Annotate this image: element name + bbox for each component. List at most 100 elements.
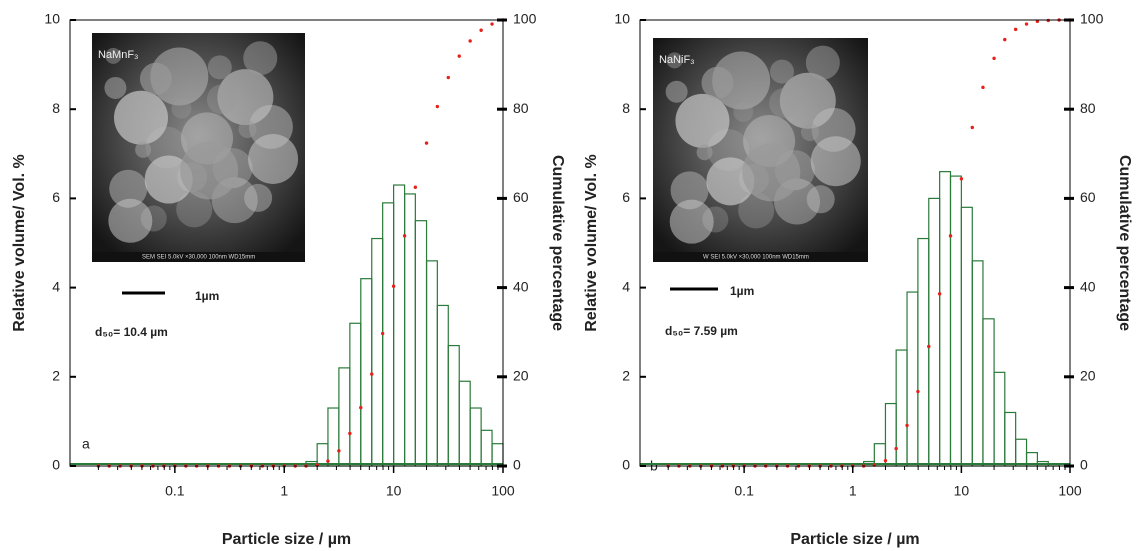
bar — [393, 184, 406, 467]
sem-grain — [770, 59, 794, 84]
sem-grain — [701, 66, 734, 99]
cumulative-point — [959, 177, 964, 181]
x-axis-title: Particle size / µm — [222, 531, 351, 548]
panel: SEM SEI 5.0kV ×30,000 100nm WD15mm NaMnF₃… — [11, 11, 566, 549]
bar — [382, 202, 395, 467]
cumulative-point — [948, 234, 953, 238]
panel: W SEI 5.0kV ×30,000 100nm WD15mm NaNiF₃ 1µ… — [583, 11, 1133, 549]
y-axis-title: Relative volume/ Vol. % — [583, 154, 600, 332]
cumulative-point — [457, 54, 461, 58]
bar — [939, 171, 952, 467]
sem-grain — [769, 87, 800, 118]
bar — [414, 220, 428, 467]
bar — [993, 371, 1006, 467]
x-tick-label: 1 — [280, 483, 288, 499]
bar — [906, 291, 919, 467]
y-tick-label: 6 — [622, 189, 630, 205]
cumulative-point — [1024, 22, 1029, 26]
panel-label: a — [82, 436, 90, 452]
y2-tick-label: 0 — [1080, 457, 1088, 473]
y-tick-label: 4 — [52, 278, 60, 294]
sem-grain — [207, 55, 232, 80]
y2-tick-label: 100 — [513, 11, 537, 27]
inset-label: NaNiF₃ — [659, 54, 695, 66]
y2-axis-title: Cumulative percentage — [549, 155, 566, 331]
sem-grain — [180, 141, 239, 200]
y-tick-label: 2 — [52, 368, 60, 384]
y-tick-label: 8 — [622, 100, 630, 116]
sem-grain — [109, 169, 148, 208]
bar — [1004, 411, 1017, 467]
cumulative-point — [992, 56, 996, 61]
x-tick-label: 100 — [491, 483, 515, 499]
sem-grain — [779, 72, 836, 129]
y-tick-label: 0 — [52, 457, 60, 473]
bar — [436, 304, 449, 467]
sem-grain — [669, 199, 714, 244]
cumulative-point — [937, 292, 942, 296]
cumulative-point — [1003, 37, 1007, 42]
y2-tick-label: 20 — [513, 368, 529, 384]
sem-footer-bar — [653, 252, 868, 262]
d50-label: d₅₀= 10.4 µm — [95, 325, 168, 339]
bar — [928, 197, 941, 467]
cumulative-point — [468, 39, 472, 43]
x-tick-label: 10 — [386, 483, 402, 499]
sem-grain — [806, 185, 835, 214]
cumulative-point — [883, 458, 888, 463]
x-axis-title: Particle size / µm — [790, 531, 919, 548]
sem-grain — [206, 84, 237, 115]
sem-grain — [105, 47, 122, 64]
sem-grain — [139, 62, 172, 95]
bar — [327, 407, 340, 467]
y2-tick-label: 80 — [513, 100, 529, 116]
x-tick-label: 10 — [954, 483, 970, 499]
bar — [982, 318, 995, 467]
bar — [1015, 438, 1028, 467]
bar — [949, 175, 962, 467]
y2-tick-label: 80 — [1080, 100, 1096, 116]
cumulative-point — [916, 389, 920, 394]
y2-axis-title: Cumulative percentage — [1116, 155, 1133, 331]
sem-grain — [810, 136, 861, 187]
sem-footer: W SEI 5.0kV ×30,000 100nm WD15mm — [703, 255, 809, 261]
cumulative-point — [446, 75, 450, 80]
sem-grain — [135, 141, 152, 158]
plot-frame — [69, 19, 504, 467]
y2-tick-label: 20 — [1080, 368, 1096, 384]
plot-frame — [639, 19, 1071, 467]
sem-grain — [243, 41, 278, 76]
bar — [403, 193, 416, 467]
sem-grain — [670, 171, 709, 210]
y-tick-label: 6 — [52, 189, 60, 205]
sem-grain — [733, 101, 754, 122]
bar — [360, 278, 373, 467]
x-tick-label: 0.1 — [734, 483, 754, 499]
sem-grain — [706, 157, 755, 206]
bar — [971, 260, 984, 467]
cumulative-point — [348, 431, 352, 436]
bar — [469, 407, 482, 467]
sem-grain — [244, 183, 273, 212]
sem-footer: SEM SEI 5.0kV ×30,000 100nm WD15mm — [142, 255, 255, 261]
cumulative-point — [479, 28, 483, 32]
y-tick-label: 2 — [622, 368, 630, 384]
cumulative-point — [326, 459, 330, 463]
bar — [458, 380, 471, 467]
bar — [338, 367, 351, 467]
cumulative-point — [337, 449, 341, 453]
sem-grain — [665, 80, 688, 103]
y2-tick-label: 100 — [1080, 11, 1104, 27]
cumulative-point — [435, 104, 440, 109]
bar — [425, 260, 438, 467]
y2-tick-label: 0 — [513, 457, 521, 473]
y2-tick-label: 60 — [513, 189, 529, 205]
cumulative-point — [359, 405, 363, 410]
y-tick-label: 10 — [614, 11, 630, 27]
x-tick-label: 0.1 — [165, 483, 185, 499]
bar — [480, 429, 493, 467]
inset-label: NaMnF₃ — [98, 49, 139, 61]
cumulative-point — [490, 22, 494, 26]
sem-grain — [738, 192, 775, 229]
